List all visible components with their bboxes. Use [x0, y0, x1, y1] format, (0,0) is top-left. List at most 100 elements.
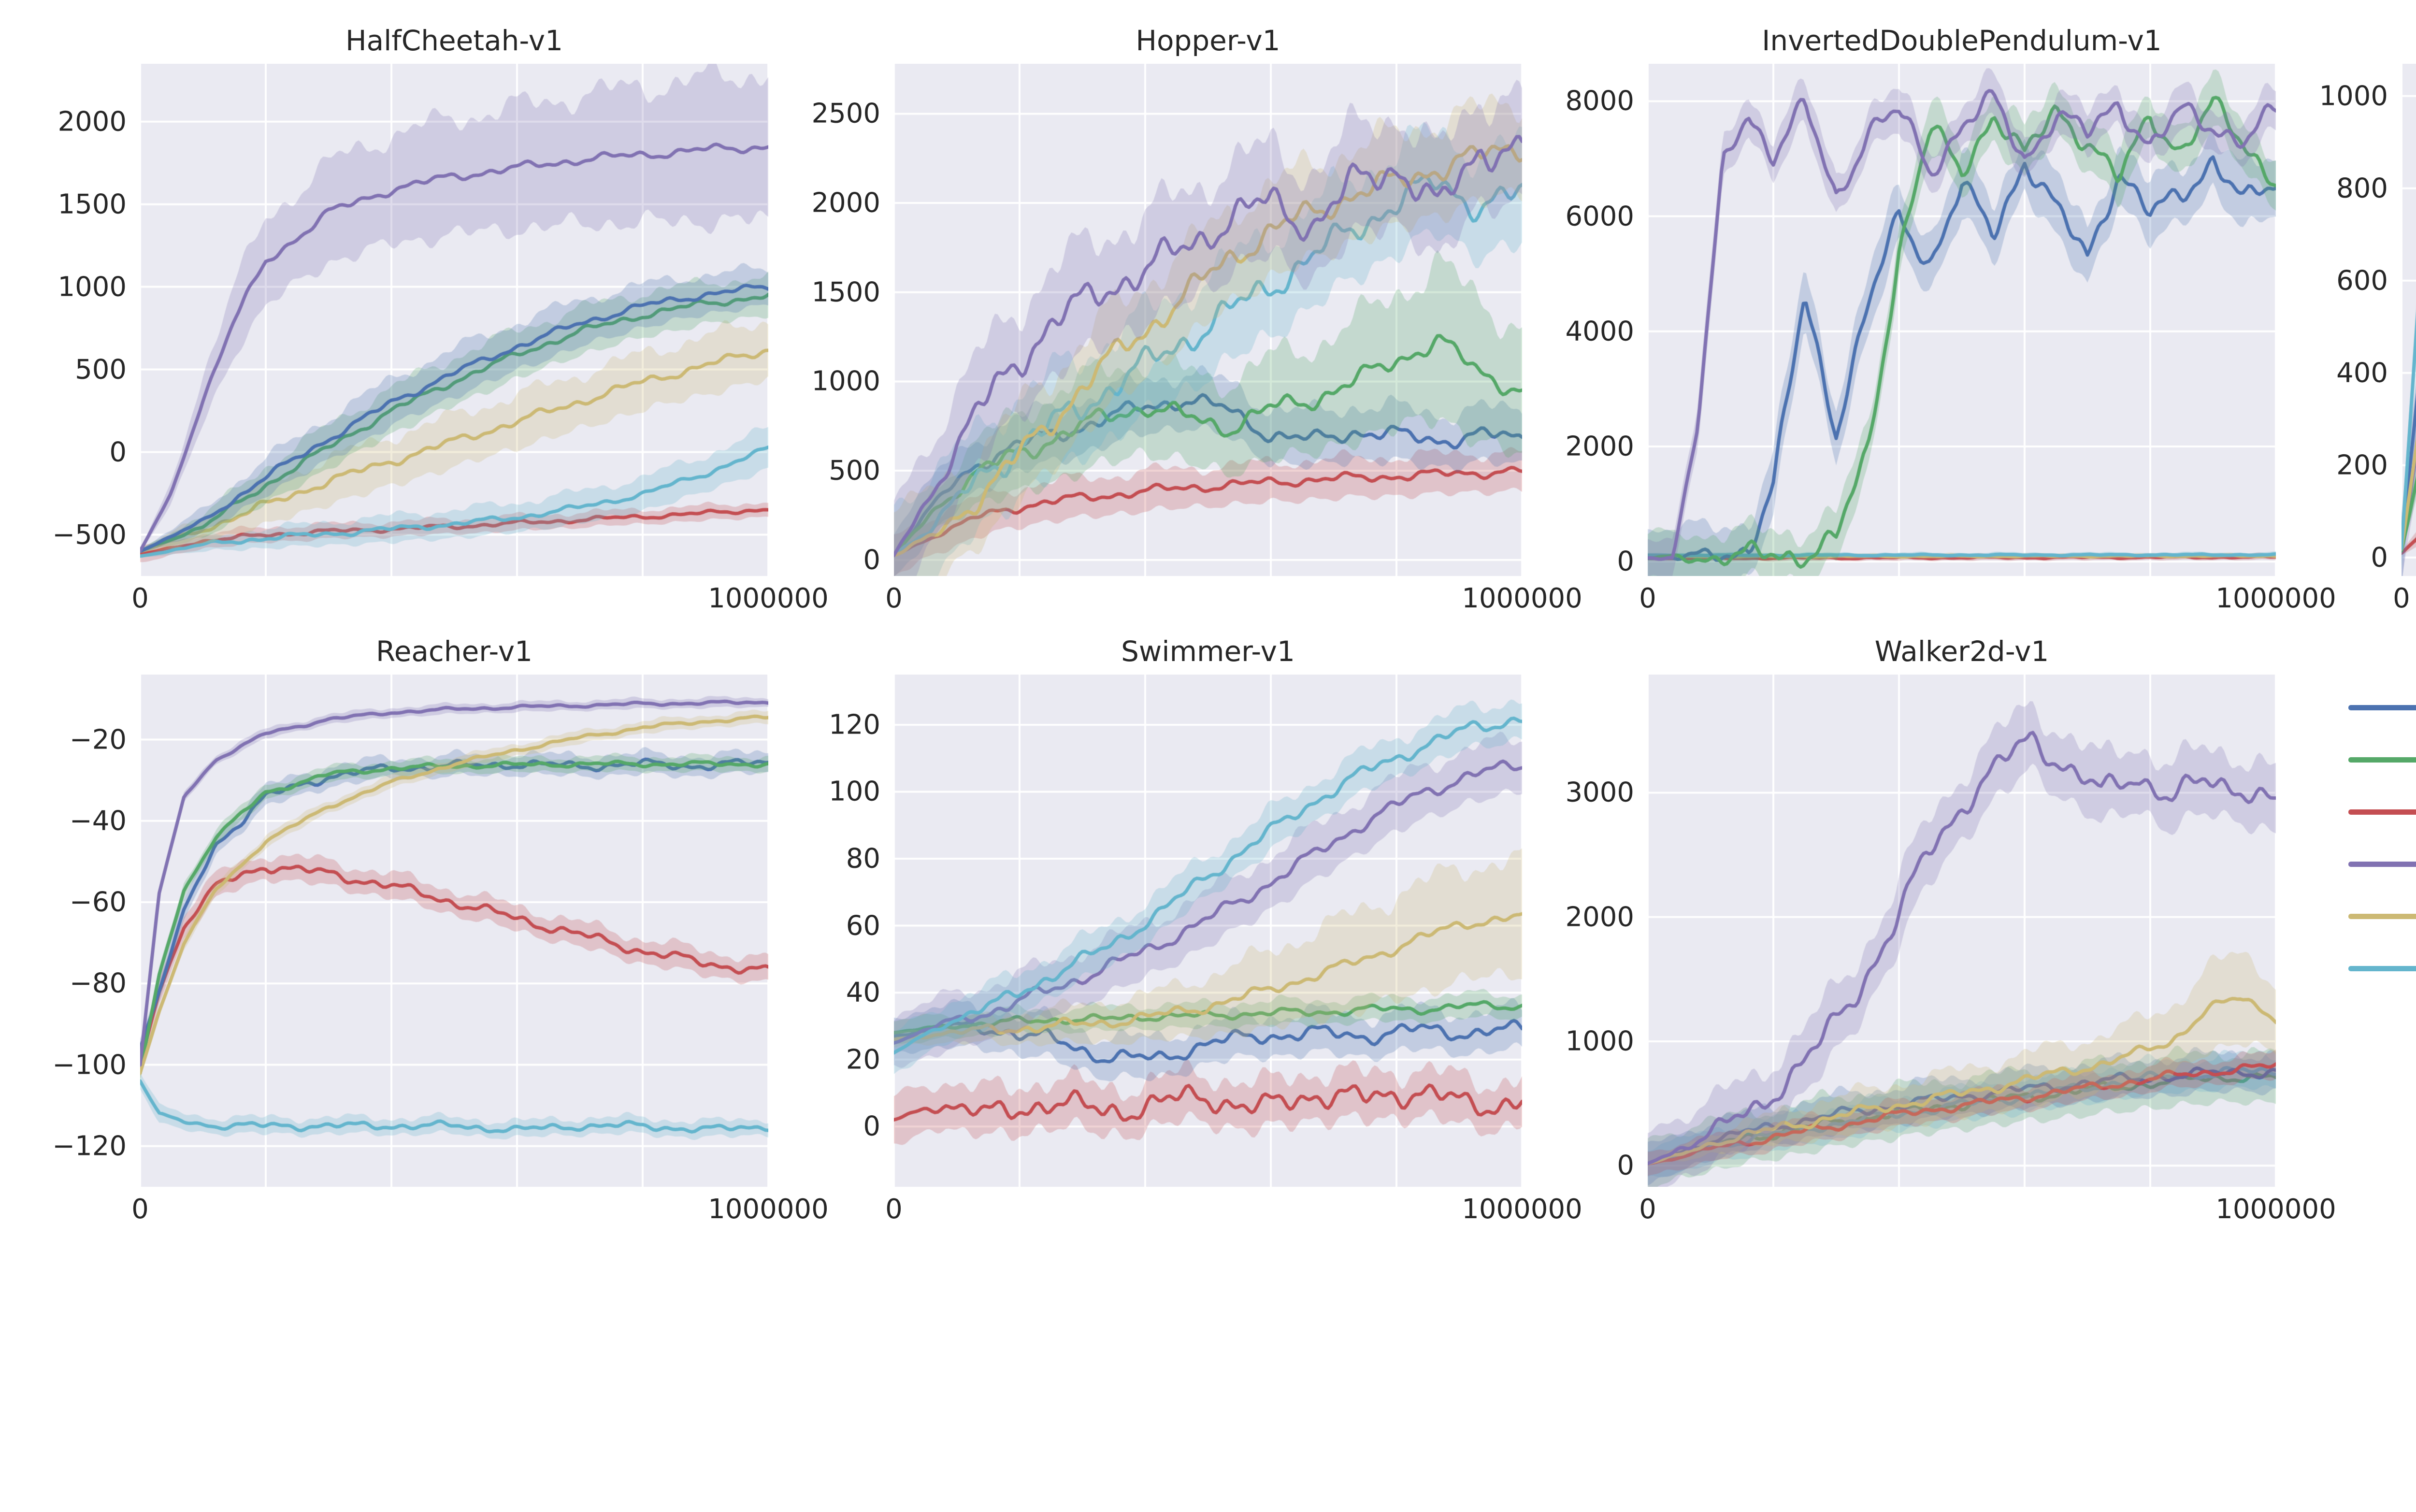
x-tick-label: 1000000 — [1462, 1194, 1582, 1225]
plot-canvas — [1648, 64, 2276, 576]
x-tick-label: 1000000 — [2215, 583, 2336, 614]
legend-item-a2c_tr: 优势演员-评论员算法+信任区域 — [2348, 734, 2416, 786]
y-tick-label: 40 — [846, 977, 880, 1008]
y-axis: 0 2000 4000 6000 8000 — [1522, 64, 1648, 577]
x-axis: 0 1000000 — [131, 1187, 829, 1227]
chart-cell-InvertedDoublePendulum-v1: InvertedDoublePendulum-v1 0 2000 4000 6000 80… — [1522, 17, 2336, 617]
y-tick-label: 0 — [863, 1110, 880, 1142]
y-tick-label: 3000 — [1565, 777, 1634, 808]
chart-cell-Reacher-v1: Reacher-v1 −120 −100 −80 −60 −40 −20 0 1000000 — [14, 628, 829, 1227]
x-tick-label: 0 — [131, 583, 149, 614]
y-axis: 0 500 1000 1500 2000 2500 — [768, 64, 894, 576]
plot-area-row: −120 −100 −80 −60 −40 −20 — [14, 675, 768, 1187]
y-tick-label: 0 — [863, 544, 880, 576]
y-tick-label: 800 — [2336, 173, 2388, 204]
x-tick-label: 0 — [2393, 583, 2410, 614]
plot-area-row: 0 2000 4000 6000 8000 — [1522, 64, 2276, 577]
legend-line-swatch — [2348, 965, 2416, 971]
chart-title: Walker2d-v1 — [1874, 635, 2049, 668]
legend-item-pg: 一般的策略梯度适应性算法 — [2348, 890, 2416, 942]
plot-canvas — [140, 675, 768, 1187]
x-axis: 0 1000000 — [131, 576, 829, 617]
x-tick-label: 0 — [131, 1194, 149, 1225]
y-axis: 0 20 40 60 80 100 120 — [768, 675, 894, 1187]
y-tick-label: 2000 — [1565, 901, 1634, 933]
y-axis: −500 0 500 1000 1500 2000 — [14, 64, 140, 576]
y-tick-label: 600 — [2336, 265, 2388, 297]
y-axis: −120 −100 −80 −60 −40 −20 — [14, 675, 140, 1187]
x-tick-label: 1000000 — [708, 1194, 829, 1225]
plot-area — [894, 64, 1522, 576]
y-tick-label: 4000 — [1565, 316, 1634, 347]
chart-title: Reacher-v1 — [376, 635, 532, 668]
y-tick-label: 200 — [2336, 449, 2388, 481]
y-tick-label: 1500 — [58, 188, 127, 220]
x-tick-label: 0 — [885, 583, 903, 614]
plot-area-row: 0 500 1000 1500 2000 2500 — [768, 64, 1522, 576]
plot-area-row: 0 200 400 600 800 1000 — [2276, 64, 2416, 576]
y-tick-label: 0 — [1617, 546, 1634, 577]
chart-cell-Swimmer-v1: Swimmer-v1 0 20 40 60 80 100 120 0 1000000 — [768, 628, 1582, 1227]
y-tick-label: 1500 — [811, 276, 880, 308]
chart-cell-InvertedPendulum-v1: InvertedPendulum-v1 0 200 400 600 800 1000 0100… — [2276, 17, 2416, 617]
plot-canvas — [140, 64, 768, 576]
y-tick-label: 500 — [829, 455, 880, 487]
y-tick-label: 6000 — [1565, 201, 1634, 232]
y-tick-label: 1000 — [58, 271, 127, 303]
legend-line-swatch — [2348, 809, 2416, 815]
y-axis: 0 200 400 600 800 1000 — [2276, 64, 2402, 576]
x-tick-label: 1000000 — [708, 583, 829, 614]
chart-title: InvertedPendulum-v1 — [2402, 17, 2416, 64]
y-tick-label: −120 — [52, 1130, 127, 1162]
y-tick-label: 1000 — [811, 365, 880, 397]
chart-title: InvertedDoublePendulum-v1 — [1762, 24, 2162, 57]
plot-canvas — [894, 675, 1522, 1187]
y-tick-label: 80 — [846, 843, 880, 875]
plot-area — [1648, 64, 2276, 576]
legend-item-trpo: 信任区域策略优化 — [2348, 942, 2416, 994]
y-tick-label: 8000 — [1565, 85, 1634, 117]
chart-title: HalfCheetah-v1 — [345, 24, 563, 57]
legend-line-swatch — [2348, 705, 2416, 710]
plot-area — [2402, 64, 2416, 576]
y-tick-label: 1000 — [2319, 80, 2388, 112]
plot-canvas — [894, 64, 1522, 576]
legend-item-cem: 交叉熵方法 — [2348, 786, 2416, 838]
legend-item-a2c: 优势演员-评论员算法 — [2348, 681, 2416, 734]
plot-canvas — [2402, 64, 2416, 576]
x-tick-label: 1000000 — [2215, 1194, 2336, 1225]
plot-area-row: 0 20 40 60 80 100 120 — [768, 675, 1522, 1187]
plot-area — [140, 675, 768, 1187]
y-axis: 0 1000 2000 3000 — [1522, 675, 1648, 1187]
x-axis: 0 1000000 — [885, 576, 1582, 617]
legend-line-swatch — [2348, 861, 2416, 867]
plot-area — [894, 675, 1522, 1187]
x-axis: 0 1000000 — [1639, 1187, 2336, 1227]
y-tick-label: 0 — [109, 436, 127, 468]
y-tick-label: 120 — [829, 709, 880, 741]
y-tick-label: 0 — [1617, 1150, 1634, 1181]
legend: 优势演员-评论员算法优势演员-评论员算法+信任区域交叉熵方法近端策略优化裁剪算法… — [2276, 628, 2416, 1227]
y-tick-label: −40 — [69, 805, 127, 837]
plot-canvas — [1648, 675, 2276, 1187]
plot-area-row: 0 1000 2000 3000 — [1522, 675, 2276, 1187]
chart-title: Hopper-v1 — [1136, 24, 1280, 57]
chart-cell-Walker2d-v1: Walker2d-v1 0 1000 2000 3000 0 1000000 — [1522, 628, 2336, 1227]
chart-cell-HalfCheetah-v1: HalfCheetah-v1 −500 0 500 1000 1500 2000 0 10000… — [14, 17, 829, 617]
plot-area-row: −500 0 500 1000 1500 2000 — [14, 64, 768, 576]
y-tick-label: 2000 — [1565, 431, 1634, 462]
plot-area — [140, 64, 768, 576]
x-tick-label: 1000000 — [1462, 583, 1582, 614]
y-tick-label: 500 — [75, 354, 127, 386]
legend-item-ppo: 近端策略优化裁剪算法 — [2348, 838, 2416, 890]
y-tick-label: 1000 — [1565, 1025, 1634, 1057]
y-tick-label: 2000 — [811, 187, 880, 219]
y-tick-label: −80 — [69, 967, 127, 999]
y-tick-label: 60 — [846, 910, 880, 942]
x-tick-label: 0 — [1639, 1194, 1656, 1225]
y-tick-label: −500 — [52, 519, 127, 551]
y-tick-label: −100 — [52, 1049, 127, 1081]
